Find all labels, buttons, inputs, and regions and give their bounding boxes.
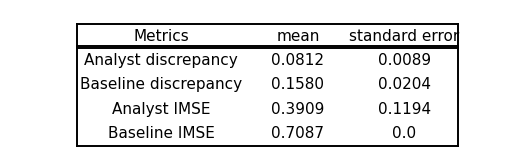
Text: 0.0204: 0.0204 [378, 77, 431, 92]
Text: Analyst discrepancy: Analyst discrepancy [84, 53, 238, 68]
Text: 0.1580: 0.1580 [271, 77, 325, 92]
Text: 0.0: 0.0 [393, 126, 417, 141]
Text: 0.1194: 0.1194 [378, 102, 431, 117]
Text: Baseline discrepancy: Baseline discrepancy [80, 77, 242, 92]
Text: standard error: standard error [349, 29, 459, 44]
Text: 0.3909: 0.3909 [271, 102, 325, 117]
Text: mean: mean [276, 29, 319, 44]
Text: 0.0812: 0.0812 [271, 53, 325, 68]
Text: Baseline IMSE: Baseline IMSE [108, 126, 215, 141]
Text: Metrics: Metrics [133, 29, 189, 44]
Text: 0.0089: 0.0089 [378, 53, 431, 68]
Text: Analyst IMSE: Analyst IMSE [112, 102, 210, 117]
Text: 0.7087: 0.7087 [271, 126, 325, 141]
